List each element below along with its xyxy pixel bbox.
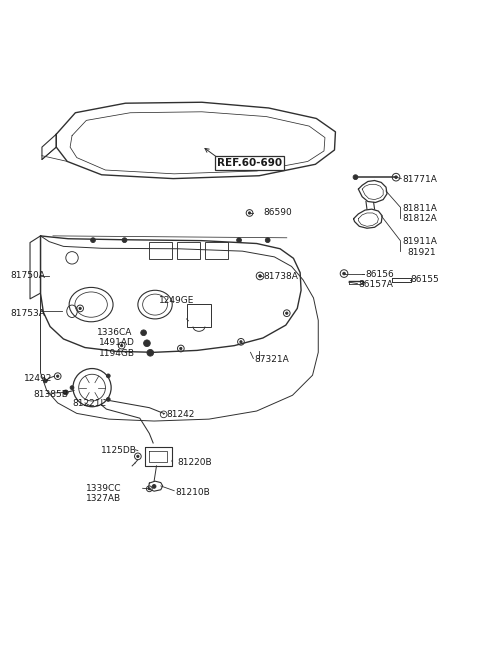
Circle shape — [265, 238, 270, 242]
Circle shape — [283, 310, 290, 316]
Circle shape — [118, 343, 125, 349]
Circle shape — [180, 347, 182, 350]
Bar — [149, 242, 172, 259]
Text: 86157A: 86157A — [359, 280, 393, 289]
Text: 86590: 86590 — [264, 208, 293, 217]
Circle shape — [91, 238, 96, 242]
Text: 81210B: 81210B — [176, 487, 210, 496]
Text: 12492: 12492 — [24, 374, 53, 383]
Text: 81812A: 81812A — [402, 214, 437, 223]
Text: 1194GB: 1194GB — [99, 348, 135, 358]
Text: 81811A: 81811A — [402, 204, 437, 213]
Circle shape — [395, 176, 397, 179]
Circle shape — [240, 341, 242, 343]
Circle shape — [238, 339, 244, 345]
Text: 81242: 81242 — [166, 410, 194, 419]
Text: 1125DB: 1125DB — [101, 446, 136, 455]
Text: 81750A: 81750A — [10, 271, 45, 280]
Circle shape — [107, 374, 110, 378]
Circle shape — [237, 238, 241, 242]
Circle shape — [70, 386, 74, 390]
Circle shape — [63, 390, 68, 395]
Circle shape — [134, 453, 141, 460]
Bar — [177, 242, 200, 259]
Text: 81753A: 81753A — [10, 309, 45, 318]
Circle shape — [152, 485, 156, 489]
Text: 81738A: 81738A — [263, 272, 298, 281]
Circle shape — [392, 174, 400, 181]
Circle shape — [147, 350, 154, 356]
Circle shape — [259, 274, 262, 277]
Circle shape — [340, 270, 348, 277]
Text: REF.60-690: REF.60-690 — [217, 158, 282, 168]
Text: 81385B: 81385B — [34, 390, 69, 399]
Text: 1249GE: 1249GE — [159, 296, 194, 305]
Circle shape — [57, 375, 59, 377]
Text: 86156: 86156 — [365, 270, 394, 278]
Circle shape — [79, 307, 81, 310]
Text: 81911A: 81911A — [402, 237, 437, 246]
Text: 1336CA: 1336CA — [97, 328, 132, 337]
Circle shape — [148, 488, 150, 490]
Circle shape — [246, 210, 253, 216]
Text: 81921: 81921 — [407, 248, 436, 257]
Circle shape — [107, 398, 110, 402]
Circle shape — [43, 379, 47, 383]
Bar — [187, 304, 211, 327]
Text: 1327AB: 1327AB — [86, 494, 121, 503]
Text: 1339CC: 1339CC — [86, 484, 122, 493]
Circle shape — [137, 455, 139, 458]
Circle shape — [256, 272, 264, 280]
Circle shape — [144, 340, 150, 346]
Text: 81771A: 81771A — [402, 175, 437, 184]
Circle shape — [122, 238, 127, 242]
Text: 81221L: 81221L — [72, 400, 106, 408]
Circle shape — [141, 330, 146, 335]
Circle shape — [286, 312, 288, 314]
Text: 87321A: 87321A — [254, 356, 289, 364]
Text: 86155: 86155 — [411, 275, 440, 284]
Circle shape — [77, 305, 84, 312]
Text: 81220B: 81220B — [177, 458, 212, 466]
Circle shape — [353, 175, 358, 179]
Circle shape — [54, 373, 61, 379]
Text: 1491AD: 1491AD — [99, 338, 135, 347]
Circle shape — [120, 345, 123, 346]
Circle shape — [248, 212, 251, 214]
Circle shape — [146, 486, 152, 492]
Circle shape — [343, 272, 346, 275]
Circle shape — [178, 345, 184, 352]
Bar — [204, 242, 228, 259]
